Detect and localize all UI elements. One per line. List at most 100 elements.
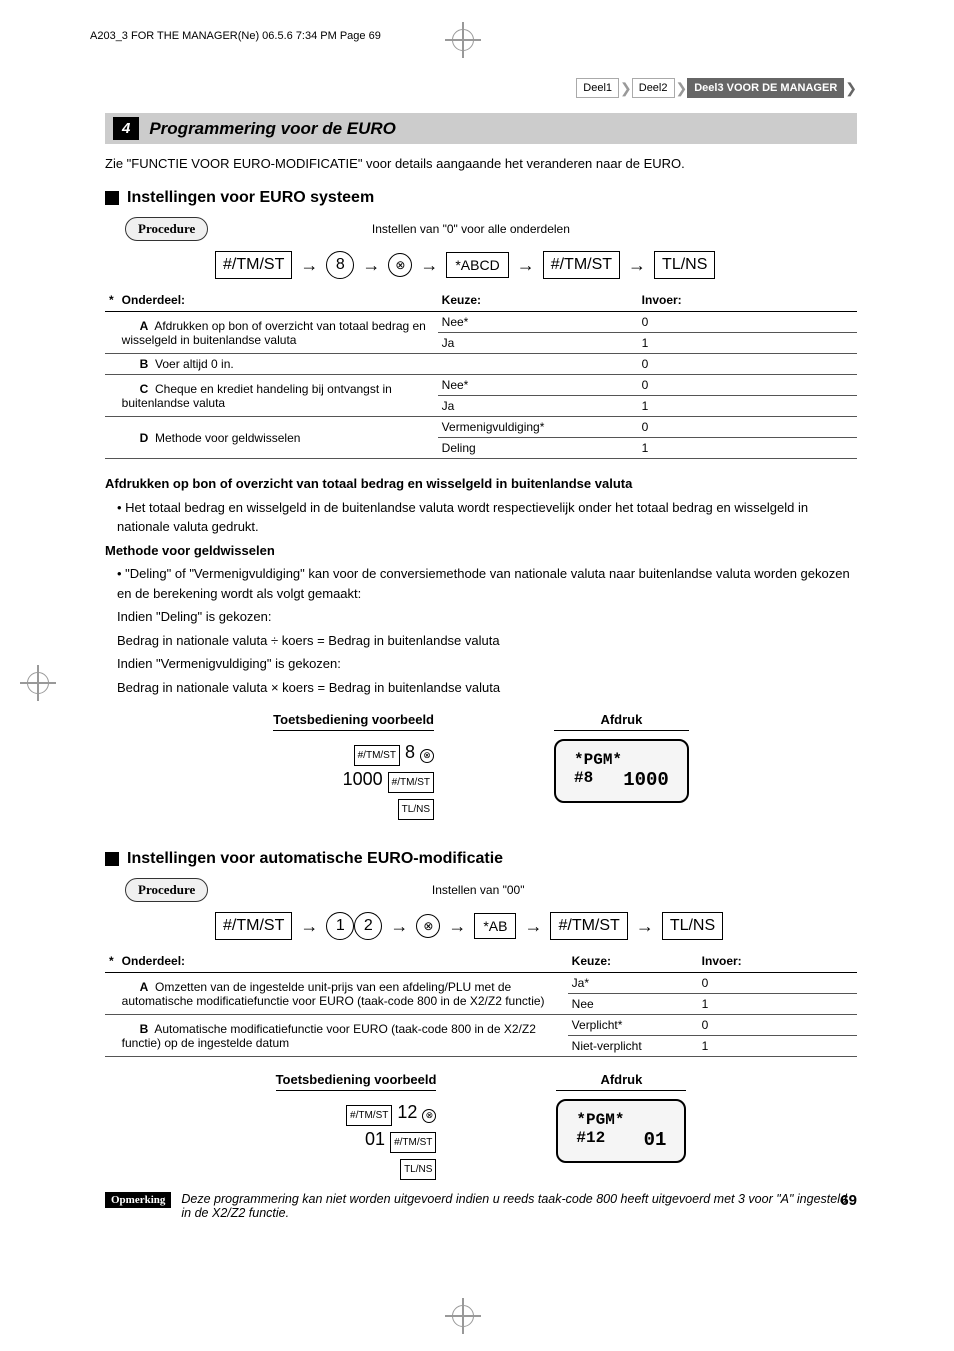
example-left-label: Toetsbediening voorbeeld <box>276 1072 437 1091</box>
section-number: 4 <box>113 117 139 140</box>
arrow-icon: → <box>636 916 654 937</box>
arrow-icon: → <box>362 255 380 276</box>
breadcrumb-item-active: Deel3 VOOR DE MANAGER <box>687 78 844 98</box>
chevron-icon: ❯ <box>676 80 688 97</box>
example-right-label: Afdruk <box>554 712 689 731</box>
table-cell: Nee* <box>438 375 638 396</box>
table-cell: 0 <box>638 312 857 333</box>
table-cell: Verplicht* <box>568 1015 698 1036</box>
col-keuze: Keuze: <box>438 289 638 312</box>
table-cell: Ja <box>438 333 638 354</box>
breadcrumb-item: Deel2 <box>632 78 675 98</box>
subsection-title: Instellingen voor EURO systeem <box>127 189 374 207</box>
arrow-icon: → <box>524 916 542 937</box>
key-tm-st: #/TM/ST <box>215 251 292 279</box>
explanation-block: Afdrukken op bon of overzicht van totaal… <box>105 474 857 697</box>
multiply-icon: ⊗ <box>416 914 440 938</box>
table-cell: Niet-verplicht <box>568 1036 698 1057</box>
table-cell: 0 <box>698 1015 857 1036</box>
page-number: 69 <box>840 1192 857 1209</box>
subsection-euro-settings: Instellingen voor EURO systeem <box>105 189 857 207</box>
table-cell: Vermenigvuldiging* <box>438 417 638 438</box>
section-4-header: 4 Programmering voor de EURO <box>105 113 857 144</box>
key-tm-st: #/TM/ST <box>215 912 292 940</box>
explain-heading: Afdrukken op bon of overzicht van totaal… <box>105 474 857 494</box>
digit-key: 2 <box>354 912 382 940</box>
chevron-icon: ❯ <box>845 80 857 97</box>
key-tl-ns: TL/NS <box>654 251 715 279</box>
table-cell: A Omzetten van de ingestelde unit-prijs … <box>118 973 568 1015</box>
receipt-display: *PGM* #81000 <box>554 739 689 803</box>
arrow-icon: → <box>420 255 438 276</box>
arrow-icon: → <box>390 916 408 937</box>
breadcrumb: Deel1 ❯ Deel2 ❯ Deel3 VOOR DE MANAGER ❯ <box>576 78 857 98</box>
chevron-icon: ❯ <box>620 80 632 97</box>
arrow-icon: → <box>517 255 535 276</box>
procedure-label: Procedure <box>125 878 208 902</box>
table-cell: 1 <box>698 1036 857 1057</box>
table-cell: 0 <box>638 354 857 375</box>
table-cell: 1 <box>638 333 857 354</box>
explain-text: Bedrag in nationale valuta × koers = Bed… <box>117 678 857 698</box>
digit-key: 8 <box>326 251 354 279</box>
asterisk-header: * <box>105 950 118 973</box>
key-tl-ns: TL/NS <box>662 912 723 940</box>
options-table-1: * Onderdeel: Keuze: Invoer: A Afdrukken … <box>105 289 857 459</box>
explain-text: Indien "Deling" is gekozen: <box>117 607 857 627</box>
subsection-auto-euro: Instellingen voor automatische EURO-modi… <box>105 850 857 868</box>
explain-text: Indien "Vermenigvuldiging" is gekozen: <box>117 654 857 674</box>
key-tm-st: #/TM/ST <box>543 251 620 279</box>
explain-text: • Het totaal bedrag en wisselgeld in de … <box>117 498 857 537</box>
opmerking-label: Opmerking <box>105 1192 171 1208</box>
square-bullet-icon <box>105 191 119 205</box>
keypress-example: #/TM/ST 8 ⊗ 1000 #/TM/ST TL/NS <box>273 739 434 820</box>
param-abcd: *ABCD <box>446 252 508 278</box>
table-cell: 1 <box>638 438 857 459</box>
example-left-label: Toetsbediening voorbeeld <box>273 712 434 731</box>
table-cell: A Afdrukken op bon of overzicht van tota… <box>118 312 438 354</box>
example-section: Toetsbediening voorbeeld #/TM/ST 8 ⊗ 100… <box>105 712 857 820</box>
arrow-icon: → <box>628 255 646 276</box>
example-right-label: Afdruk <box>556 1072 686 1091</box>
explain-text: Bedrag in nationale valuta ÷ koers = Bed… <box>117 631 857 651</box>
square-bullet-icon <box>105 852 119 866</box>
opmerking-note: Opmerking Deze programmering kan niet wo… <box>105 1192 857 1220</box>
registration-mark-bottom <box>445 1298 485 1338</box>
col-invoer: Invoer: <box>698 950 857 973</box>
col-invoer: Invoer: <box>638 289 857 312</box>
table-cell: B Automatische modificatiefunctie voor E… <box>118 1015 568 1057</box>
multiply-icon: ⊗ <box>388 253 412 277</box>
procedure-note: Instellen van "00" <box>432 883 525 897</box>
breadcrumb-item: Deel1 <box>576 78 619 98</box>
section-title: Programmering voor de EURO <box>149 119 396 139</box>
table-cell: 0 <box>698 973 857 994</box>
procedure-flow: #/TM/ST → 1 2 → ⊗ → *AB → #/TM/ST → TL/N… <box>215 912 857 940</box>
arrow-icon: → <box>448 916 466 937</box>
procedure-note: Instellen van "0" voor alle onderdelen <box>372 222 570 236</box>
table-cell: 0 <box>638 375 857 396</box>
procedure-label: Procedure <box>125 217 208 241</box>
table-cell: Ja* <box>568 973 698 994</box>
explain-heading: Methode voor geldwisselen <box>105 541 857 561</box>
table-cell: B Voer altijd 0 in. <box>118 354 438 375</box>
page-header-text: A203_3 FOR THE MANAGER(Ne) 06.5.6 7:34 P… <box>90 30 381 42</box>
opmerking-text: Deze programmering kan niet worden uitge… <box>181 1192 857 1220</box>
col-onderdeel: Onderdeel: <box>118 289 438 312</box>
receipt-display: *PGM* #1201 <box>556 1099 686 1163</box>
table-cell: Nee <box>568 994 698 1015</box>
table-cell: C Cheque en krediet handeling bij ontvan… <box>118 375 438 417</box>
table-cell: 0 <box>638 417 857 438</box>
table-cell: Deling <box>438 438 638 459</box>
digit-key: 1 <box>326 912 354 940</box>
arrow-icon: → <box>300 916 318 937</box>
param-ab: *AB <box>474 913 516 939</box>
col-keuze: Keuze: <box>568 950 698 973</box>
registration-mark-top <box>445 22 485 62</box>
registration-mark-left <box>20 665 60 705</box>
explain-text: • "Deling" of "Vermenigvuldiging" kan vo… <box>117 564 857 603</box>
table-cell: Ja <box>438 396 638 417</box>
arrow-icon: → <box>300 255 318 276</box>
col-onderdeel: Onderdeel: <box>118 950 568 973</box>
subsection-title: Instellingen voor automatische EURO-modi… <box>127 850 503 868</box>
table-cell: 1 <box>638 396 857 417</box>
